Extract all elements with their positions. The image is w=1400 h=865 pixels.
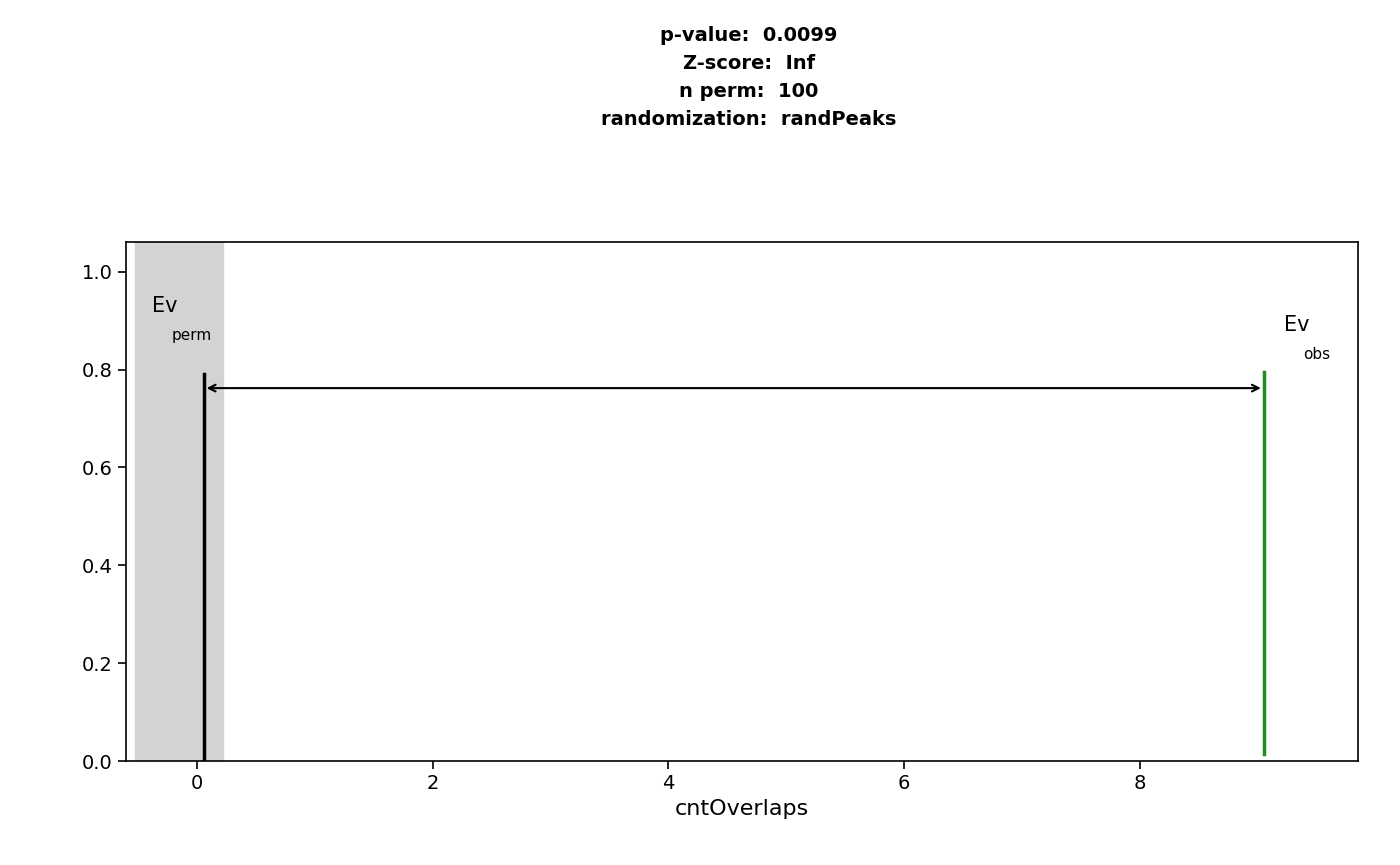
- Text: Ev: Ev: [153, 296, 178, 316]
- Text: obs: obs: [1303, 347, 1330, 362]
- Text: perm: perm: [171, 328, 211, 343]
- X-axis label: cntOverlaps: cntOverlaps: [675, 799, 809, 819]
- Text: Ev: Ev: [1284, 315, 1309, 336]
- Bar: [136, 242, 223, 761]
- Text: p-value:  0.0099
Z-score:  Inf
n perm:  100
randomization:  randPeaks: p-value: 0.0099 Z-score: Inf n perm: 100…: [602, 26, 896, 129]
